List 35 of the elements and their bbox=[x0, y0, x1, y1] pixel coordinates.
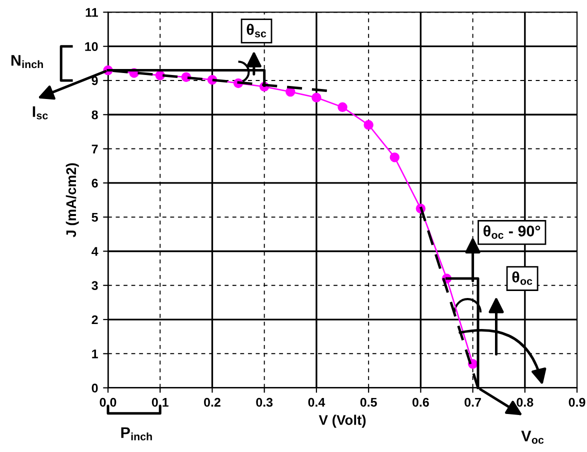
y-tick-label: 2 bbox=[92, 315, 98, 324]
x-axis-title: V (Volt) bbox=[318, 414, 366, 428]
x-tick-label: 0.7 bbox=[464, 398, 481, 407]
y-tick-label: 9 bbox=[92, 76, 98, 86]
y-tick-label: 11 bbox=[86, 8, 98, 17]
y-tick-label: 8 bbox=[92, 110, 98, 120]
text: P$_{inch}$ bbox=[121, 427, 152, 440]
text: I$_{sc}$ bbox=[32, 106, 48, 120]
y-tick-label: 1 bbox=[92, 350, 98, 358]
annotation: θ$_{sc}$ bbox=[246, 24, 266, 38]
y-axis-title: J (mA/cm2) bbox=[66, 163, 79, 238]
x-tick-label: 0.0 bbox=[100, 398, 116, 407]
y-tick-label: 7 bbox=[92, 144, 98, 154]
x-tick-label: 0.9 bbox=[568, 398, 586, 407]
x-tick-label: 0.5 bbox=[360, 398, 377, 407]
y-tick-label: 4 bbox=[92, 247, 98, 256]
x-tick-label: 0.8 bbox=[516, 398, 534, 407]
point bbox=[364, 120, 374, 130]
y-tick-label: 6 bbox=[92, 178, 98, 188]
text: N$_{inch}$ bbox=[11, 55, 43, 68]
x-tick-label: 0.4 bbox=[308, 398, 326, 407]
y-tick-label: 3 bbox=[92, 281, 98, 290]
point bbox=[390, 152, 400, 162]
y-tick-label: 10 bbox=[85, 42, 98, 52]
y-tick-label: 5 bbox=[92, 213, 98, 222]
x-tick-label: 0.2 bbox=[204, 398, 220, 407]
x-tick-label: 0.1 bbox=[152, 398, 168, 407]
annotation: θ$_{oc}$ bbox=[512, 271, 532, 285]
y-tick-label: 0 bbox=[92, 384, 98, 392]
text: V$_{oc}$ bbox=[521, 430, 544, 444]
point bbox=[312, 92, 322, 102]
x-tick-label: 0.6 bbox=[412, 398, 429, 407]
annotation: θ$_{oc}$ - 90° bbox=[484, 225, 540, 239]
point bbox=[338, 102, 348, 112]
x-tick-label: 0.3 bbox=[256, 398, 273, 407]
